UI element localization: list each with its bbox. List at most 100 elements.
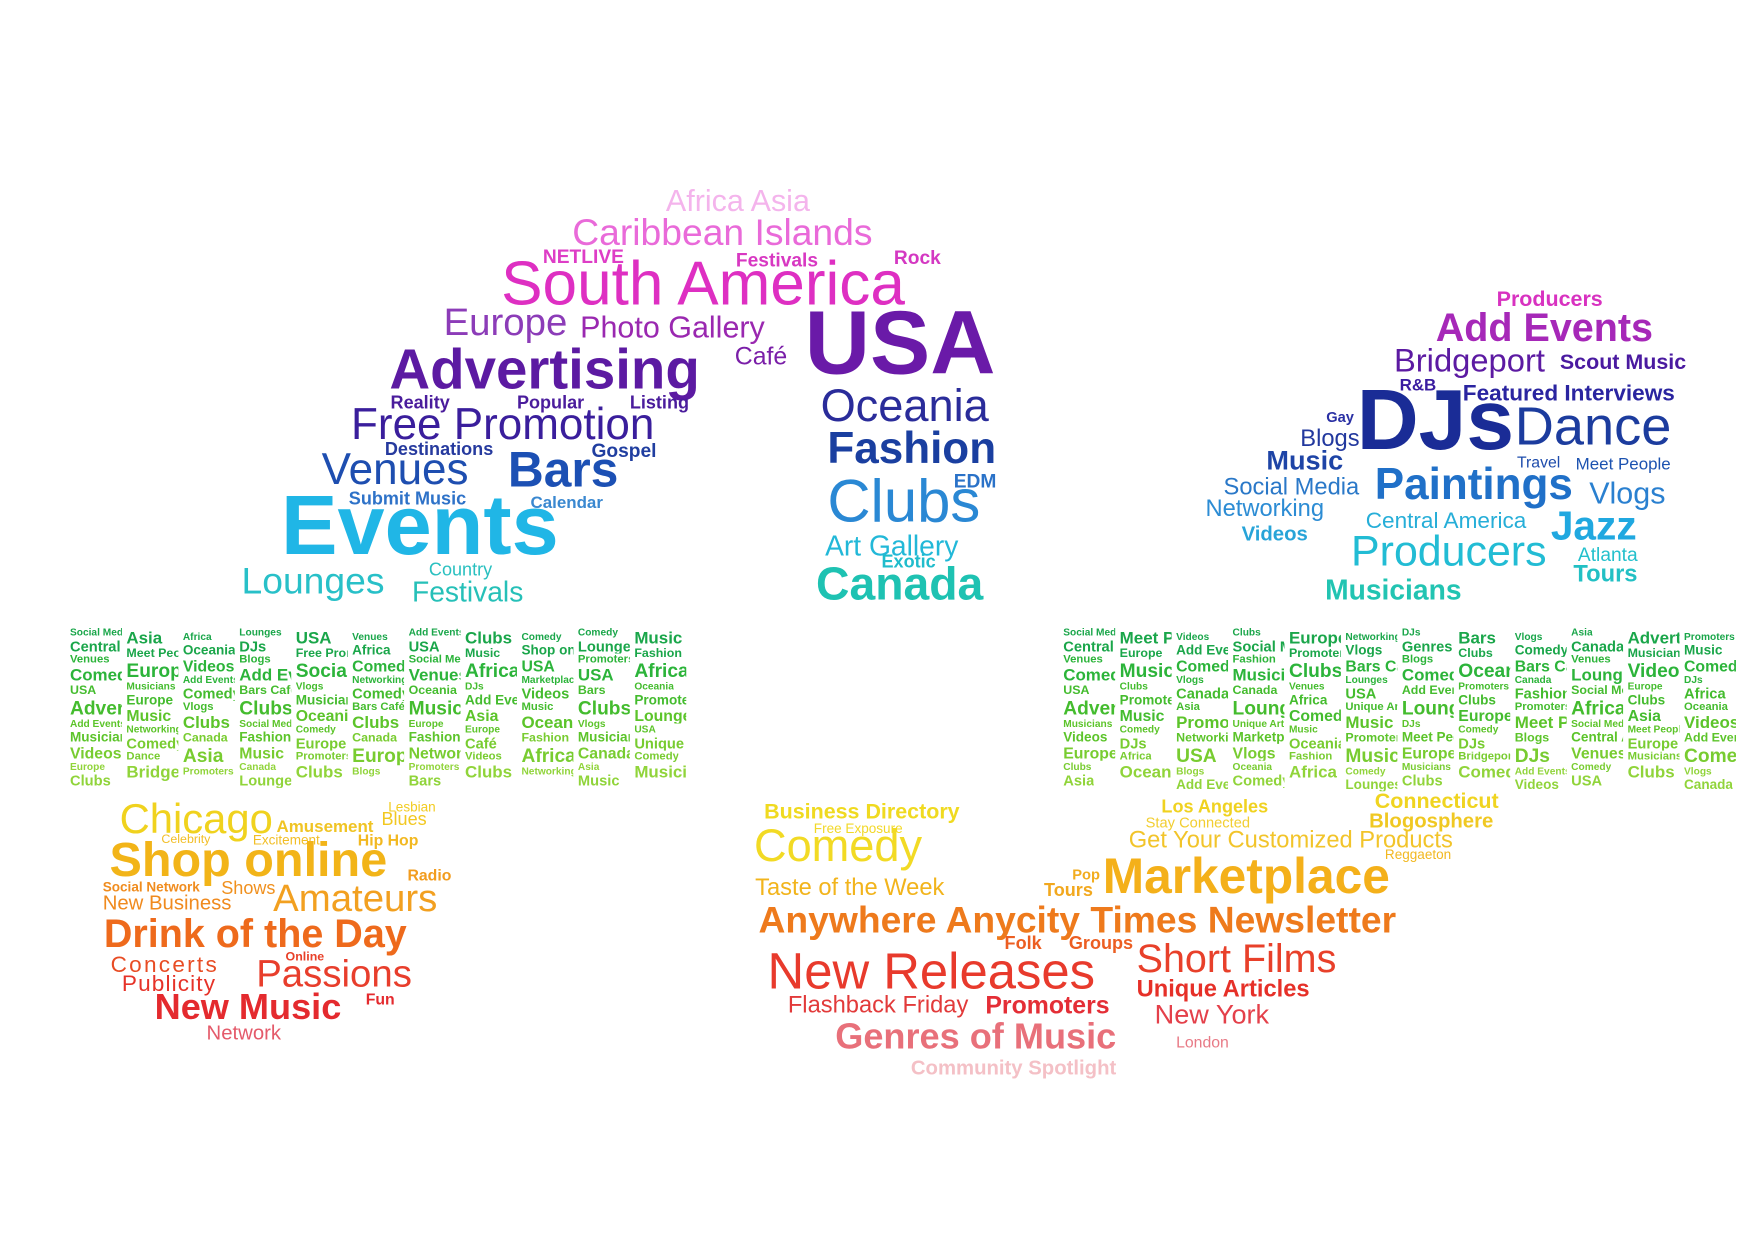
word-destinations: Destinations xyxy=(384,440,494,460)
band-word: Free Promotion xyxy=(295,647,348,661)
band-word: USA xyxy=(577,667,614,684)
band-word: Europe xyxy=(352,746,404,766)
word-chicago: Chicago xyxy=(119,795,273,843)
word-djs-right: DJs xyxy=(1356,372,1515,469)
band-word: Promoters xyxy=(1288,647,1341,661)
band-word: Social Media xyxy=(408,654,461,666)
band-word: Fashion xyxy=(408,730,461,744)
band-word: Venues xyxy=(1063,654,1103,666)
band-word: Comedy xyxy=(352,686,404,701)
band-word: Vlogs xyxy=(1176,674,1204,686)
band-word: Music xyxy=(577,773,620,788)
word-events: Events xyxy=(281,477,559,573)
word-blues: Blues xyxy=(381,810,427,830)
band-word: Music xyxy=(239,744,285,761)
word-tours-lower: Tours xyxy=(1044,881,1093,901)
word-festivals-top: Festivals xyxy=(735,249,819,271)
band-word: Africa xyxy=(1119,751,1152,764)
word-business-directory: Business Directory xyxy=(764,800,960,824)
band-word: Comedy xyxy=(1458,764,1510,782)
band-word: Canada xyxy=(352,732,398,745)
band-word: Bars Café xyxy=(1345,658,1397,674)
band-word: Fashion xyxy=(1514,686,1567,701)
band-word: Music xyxy=(1119,707,1165,724)
word-south-america: South America xyxy=(501,248,905,319)
word-vlogs-right: Vlogs xyxy=(1589,476,1666,511)
word-oceania-top: Oceania xyxy=(820,381,989,432)
band-word: Bars xyxy=(408,773,442,788)
band-word: Add Events xyxy=(408,627,461,638)
band-word: Clubs xyxy=(1627,764,1675,782)
band-word: Canada xyxy=(1176,686,1229,701)
band-word: Comedy xyxy=(1119,724,1160,735)
band-word: Fashion xyxy=(1232,654,1276,666)
band-word: Add Events xyxy=(1401,685,1454,698)
word-gospel: Gospel xyxy=(591,440,657,462)
band-word: Africa xyxy=(1288,764,1337,782)
band-word: Social Media xyxy=(239,718,291,730)
band-word: Music xyxy=(1684,643,1723,657)
band-word: Africa xyxy=(352,643,391,657)
band-word: Africa xyxy=(1288,693,1328,707)
band-word: Promoters xyxy=(408,761,460,773)
band-word: Unique Articles xyxy=(1345,702,1397,714)
word-network: Network xyxy=(206,1021,282,1045)
band-word: Venues xyxy=(352,632,388,643)
band-word: Music xyxy=(126,707,172,724)
band-word: Europe xyxy=(69,761,105,773)
word-unique-articles: Unique Articles xyxy=(1136,976,1310,1003)
word-drink-of-the-day: Drink of the Day xyxy=(103,911,407,957)
band-word: DJs xyxy=(239,638,267,654)
band-word: Venues xyxy=(408,667,461,684)
band-word: Videos xyxy=(1063,730,1108,744)
word-music-right: Music xyxy=(1266,445,1344,477)
band-word: Comedy xyxy=(126,735,178,751)
band-word: Africa xyxy=(1571,698,1624,718)
band-word: Promoters xyxy=(577,654,630,666)
band-word: Fashion xyxy=(634,647,682,661)
band-word: Musicians xyxy=(1401,761,1451,773)
band-word: Dance xyxy=(126,751,161,764)
word-bridgeport: Bridgeport xyxy=(1393,343,1545,380)
band-word: Add Events xyxy=(465,693,517,707)
band-word: Clubs xyxy=(577,698,630,718)
word-promoters: Promoters xyxy=(985,990,1110,1020)
band-word: Social Media xyxy=(1571,685,1623,698)
band-word: Comedy xyxy=(1401,667,1454,684)
band-word: Oceania xyxy=(521,714,574,732)
band-word: Musicians xyxy=(126,681,176,692)
band-word: Social Media xyxy=(295,661,348,681)
word-listing: Listing xyxy=(629,393,690,414)
band-word: Promoters xyxy=(634,693,686,707)
band-word: USA xyxy=(295,629,332,647)
band-word: Europe xyxy=(408,718,444,730)
band-word: Music xyxy=(1345,714,1394,732)
band-word: Europe xyxy=(126,661,178,681)
word-shows: Shows xyxy=(221,879,276,899)
band-word: Fashion xyxy=(521,732,570,745)
band-word: Videos xyxy=(69,744,122,761)
band-word: Comedy xyxy=(1063,667,1115,684)
band-word: Genres of Music xyxy=(1401,638,1454,654)
band-word: Comedy xyxy=(1288,707,1341,724)
band-word: Oceania xyxy=(408,685,457,698)
word-networking: Networking xyxy=(1205,495,1325,522)
band-word: Videos xyxy=(1176,632,1210,643)
band-word: Videos xyxy=(1514,777,1559,792)
word-short-films: Short Films xyxy=(1136,936,1337,981)
word-scout-music: Scout Music xyxy=(1559,351,1687,375)
band-word: Networking xyxy=(1345,632,1398,643)
word-flashback-friday: Flashback Friday xyxy=(787,992,969,1019)
word-rnb: R&B xyxy=(1399,375,1437,396)
band-word: Musicians xyxy=(1063,718,1113,730)
band-word: Bars Café xyxy=(352,702,405,714)
word-reggaeton: Reggaeton xyxy=(1384,846,1452,863)
band-word: DJs xyxy=(465,681,484,692)
band-word: Add Events xyxy=(69,718,122,730)
word-comedy-big: Comedy xyxy=(753,821,923,872)
band-word: USA xyxy=(1063,685,1090,698)
word-featured-interviews: Featured Interviews xyxy=(1462,381,1675,407)
band-word: Add Events xyxy=(1176,643,1229,657)
band-word: Musicians xyxy=(1345,746,1397,766)
